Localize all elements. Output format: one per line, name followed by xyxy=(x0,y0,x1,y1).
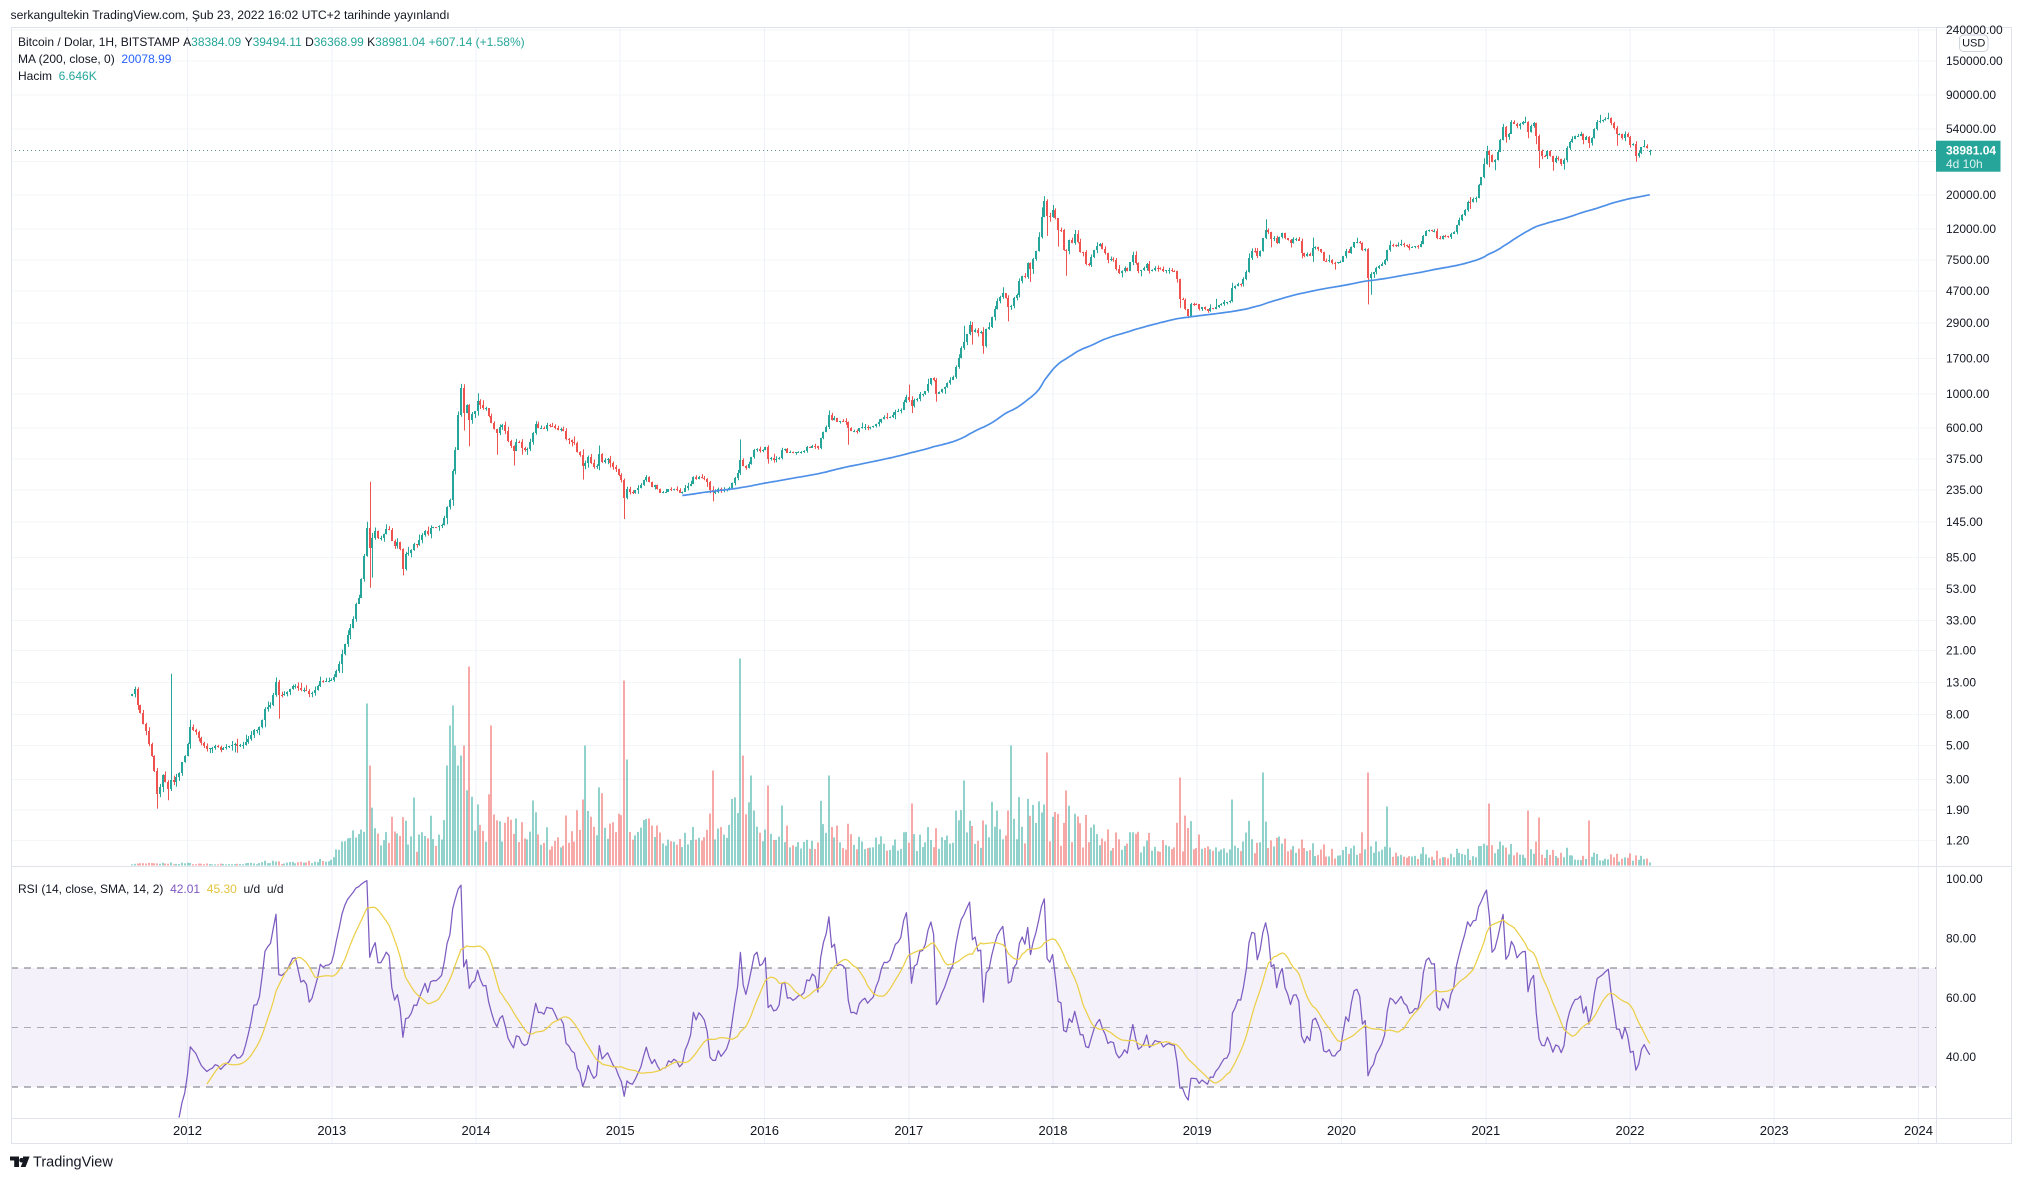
svg-text:RSI (14, close, SMA, 14, 2) 4: RSI (14, close, SMA, 14, 2) 42.01 45.30 … xyxy=(18,882,284,896)
svg-text:40.00: 40.00 xyxy=(1946,1050,1976,1064)
svg-text:2024: 2024 xyxy=(1904,1123,1933,1138)
svg-text:600.00: 600.00 xyxy=(1946,421,1983,435)
svg-text:20000.00: 20000.00 xyxy=(1946,188,1996,202)
svg-text:80.00: 80.00 xyxy=(1946,931,1976,945)
svg-text:2023: 2023 xyxy=(1760,1123,1789,1138)
svg-text:2016: 2016 xyxy=(750,1123,779,1138)
svg-text:Hacim 6.646K: Hacim 6.646K xyxy=(18,69,97,83)
svg-text:100.00: 100.00 xyxy=(1946,872,1983,886)
svg-text:1.20: 1.20 xyxy=(1946,834,1970,848)
svg-text:5.00: 5.00 xyxy=(1946,739,1970,753)
svg-text:2021: 2021 xyxy=(1471,1123,1500,1138)
svg-text:145.00: 145.00 xyxy=(1946,515,1983,529)
svg-text:240000.00: 240000.00 xyxy=(1946,23,2003,37)
svg-text:2019: 2019 xyxy=(1183,1123,1212,1138)
svg-text:4d 10h: 4d 10h xyxy=(1946,157,1983,171)
svg-text:60.00: 60.00 xyxy=(1946,991,1976,1005)
svg-text:2014: 2014 xyxy=(462,1123,491,1138)
svg-text:2013: 2013 xyxy=(317,1123,346,1138)
svg-text:85.00: 85.00 xyxy=(1946,551,1976,565)
svg-text:54000.00: 54000.00 xyxy=(1946,122,1996,136)
svg-text:2012: 2012 xyxy=(173,1123,202,1138)
svg-text:7500.00: 7500.00 xyxy=(1946,253,1990,267)
svg-text:1700.00: 1700.00 xyxy=(1946,352,1990,366)
svg-text:Bitcoin / Dolar, 1H, BITSTAMP: Bitcoin / Dolar, 1H, BITSTAMP A38384.09 … xyxy=(18,35,525,49)
svg-text:8.00: 8.00 xyxy=(1946,708,1970,722)
svg-text:13.00: 13.00 xyxy=(1946,675,1976,689)
svg-text:USD: USD xyxy=(1962,38,1985,50)
svg-text:2020: 2020 xyxy=(1327,1123,1356,1138)
svg-text:serkangultekin TradingView.com: serkangultekin TradingView.com, Şub 23, … xyxy=(11,8,450,22)
svg-text:12000.00: 12000.00 xyxy=(1946,222,1996,236)
svg-text:2015: 2015 xyxy=(606,1123,635,1138)
svg-text:38981.04: 38981.04 xyxy=(1946,144,1996,158)
svg-text:2017: 2017 xyxy=(894,1123,923,1138)
svg-text:2022: 2022 xyxy=(1616,1123,1645,1138)
svg-text:4700.00: 4700.00 xyxy=(1946,284,1990,298)
svg-text:TradingView: TradingView xyxy=(33,1155,113,1171)
svg-text:MA (200, close, 0) 20078.99: MA (200, close, 0) 20078.99 xyxy=(18,52,172,66)
svg-text:2900.00: 2900.00 xyxy=(1946,316,1990,330)
svg-text:235.00: 235.00 xyxy=(1946,483,1983,497)
svg-text:3.00: 3.00 xyxy=(1946,773,1970,787)
svg-text:21.00: 21.00 xyxy=(1946,643,1976,657)
svg-text:375.00: 375.00 xyxy=(1946,452,1983,466)
svg-text:90000.00: 90000.00 xyxy=(1946,88,1996,102)
svg-text:33.00: 33.00 xyxy=(1946,613,1976,627)
svg-text:150000.00: 150000.00 xyxy=(1946,54,2003,68)
svg-text:1.90: 1.90 xyxy=(1946,803,1970,817)
svg-text:53.00: 53.00 xyxy=(1946,582,1976,596)
svg-text:1000.00: 1000.00 xyxy=(1946,387,1990,401)
svg-text:2018: 2018 xyxy=(1039,1123,1068,1138)
